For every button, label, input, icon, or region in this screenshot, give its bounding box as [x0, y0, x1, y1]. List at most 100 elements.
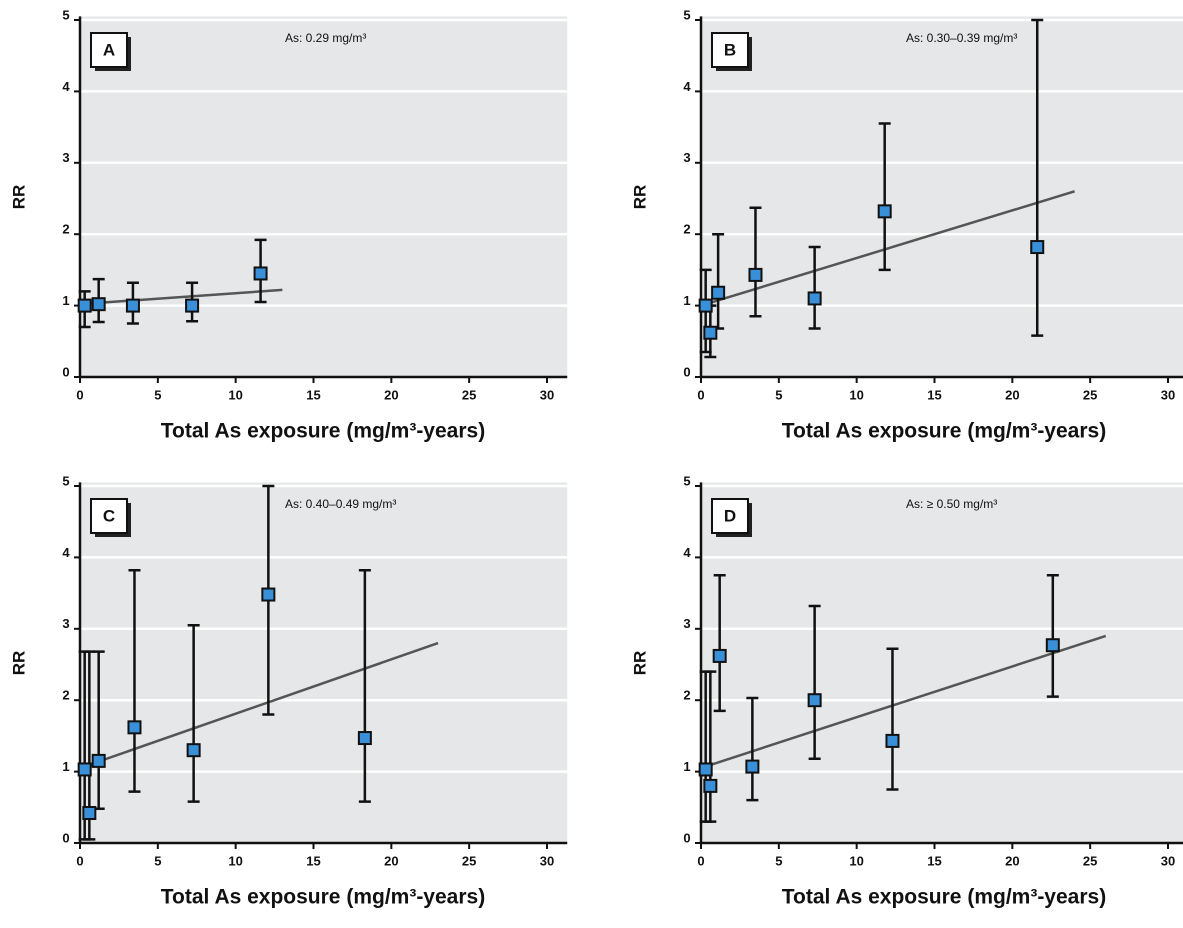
y-tick-label: 3: [62, 616, 69, 631]
y-axis-label: RR: [9, 185, 28, 210]
y-tick-label: 2: [62, 688, 69, 703]
point: [261, 587, 276, 602]
x-tick-label: 0: [697, 853, 704, 868]
plot-area: [80, 16, 568, 378]
x-tick-label: 25: [462, 387, 476, 402]
x-tick-label: 30: [540, 853, 554, 868]
point: [77, 762, 92, 777]
error-bar: [1031, 18, 1044, 337]
panel: 0 1 2 3 4 5 0 5 10 15 20 25 30 Total As exposure (mg/…: [630, 7, 1183, 443]
panel: 0 1 2 3 4 5 0 5 10 15 20 25 30 Total As exposure (mg/…: [630, 473, 1183, 909]
point: [703, 778, 718, 793]
point: [712, 648, 727, 663]
x-tick-label: 10: [228, 853, 242, 868]
error-bar: [808, 245, 821, 330]
x-tick-label: 20: [1005, 853, 1019, 868]
error-bar: [358, 569, 371, 803]
panel-label-box: [711, 498, 749, 534]
y-tick-label: 0: [683, 364, 690, 379]
error-bar: [713, 574, 726, 713]
x-axis-label: Total As exposure (mg/m³-years): [161, 420, 485, 443]
point: [125, 298, 140, 313]
error-bar: [749, 206, 762, 318]
point: [745, 759, 760, 774]
fit-line: [700, 190, 1075, 307]
point: [77, 298, 92, 313]
point: [748, 267, 763, 282]
y-axis-label: RR: [630, 185, 649, 210]
plot-area: [701, 482, 1183, 843]
x-tick-label: 15: [306, 853, 320, 868]
point: [885, 733, 900, 748]
point: [127, 720, 142, 735]
y-tick-label: 5: [62, 7, 69, 22]
point: [186, 743, 201, 758]
fit-line: [79, 288, 283, 306]
x-axis-label: Total As exposure (mg/m³-years): [782, 886, 1106, 909]
x-tick-label: 25: [462, 853, 476, 868]
annotation: As: 0.40–0.49 mg/m³: [285, 497, 396, 511]
y-tick-label: 5: [62, 473, 69, 488]
y-tick-label: 2: [683, 222, 690, 237]
error-bar: [886, 647, 899, 791]
point: [703, 325, 718, 340]
x-tick-label: 25: [1083, 853, 1097, 868]
point: [698, 298, 713, 313]
x-tick-label: 5: [154, 853, 161, 868]
y-tick-label: 1: [62, 293, 69, 308]
y-tick-label: 4: [683, 79, 691, 94]
panel: 0 1 2 3 4 5 0 5 10 15 20 25 30 Total As exposure (mg/…: [9, 7, 568, 443]
point: [91, 297, 106, 312]
y-tick-label: 2: [683, 688, 690, 703]
error-bar: [1046, 574, 1059, 698]
panel-label-box: [711, 32, 749, 68]
panel-label-box: [90, 498, 128, 534]
panel-label: C: [103, 506, 115, 525]
x-tick-label: 5: [154, 387, 161, 402]
annotation: As: 0.30–0.39 mg/m³: [906, 31, 1017, 45]
x-tick-label: 25: [1083, 387, 1097, 402]
x-tick-label: 5: [775, 387, 782, 402]
y-tick-label: 1: [62, 759, 69, 774]
panel-label: D: [724, 506, 736, 525]
x-tick-label: 10: [849, 853, 863, 868]
x-tick-label: 30: [1161, 387, 1175, 402]
y-tick-label: 3: [62, 150, 69, 165]
y-tick-label: 0: [62, 830, 69, 845]
panel-label: B: [724, 40, 736, 59]
x-tick-label: 15: [927, 387, 941, 402]
x-tick-label: 20: [1005, 387, 1019, 402]
x-tick-label: 0: [76, 387, 83, 402]
y-tick-label: 4: [683, 545, 691, 560]
y-tick-label: 5: [683, 7, 690, 22]
x-tick-label: 30: [540, 387, 554, 402]
y-tick-label: 3: [683, 616, 690, 631]
point: [698, 762, 713, 777]
point: [91, 753, 106, 768]
plot-area: [701, 16, 1183, 378]
x-tick-label: 20: [384, 853, 398, 868]
point: [1045, 638, 1060, 653]
x-tick-label: 10: [849, 387, 863, 402]
x-axis-label: Total As exposure (mg/m³-years): [782, 420, 1106, 443]
point: [807, 693, 822, 708]
point: [185, 298, 200, 313]
fit-line: [79, 641, 439, 770]
x-tick-label: 5: [775, 853, 782, 868]
point: [1030, 240, 1045, 255]
panel-label: A: [103, 40, 115, 59]
error-bar: [128, 569, 141, 793]
fit-line: [700, 634, 1107, 770]
y-tick-label: 4: [62, 79, 70, 94]
y-tick-label: 4: [62, 545, 70, 560]
error-bar: [746, 696, 759, 802]
y-tick-label: 0: [683, 830, 690, 845]
y-tick-label: 3: [683, 150, 690, 165]
y-tick-label: 1: [683, 293, 690, 308]
point: [711, 285, 726, 300]
error-bar: [187, 623, 200, 803]
x-tick-label: 20: [384, 387, 398, 402]
plot-area: [80, 482, 568, 843]
annotation: As: 0.29 mg/m³: [285, 31, 366, 45]
